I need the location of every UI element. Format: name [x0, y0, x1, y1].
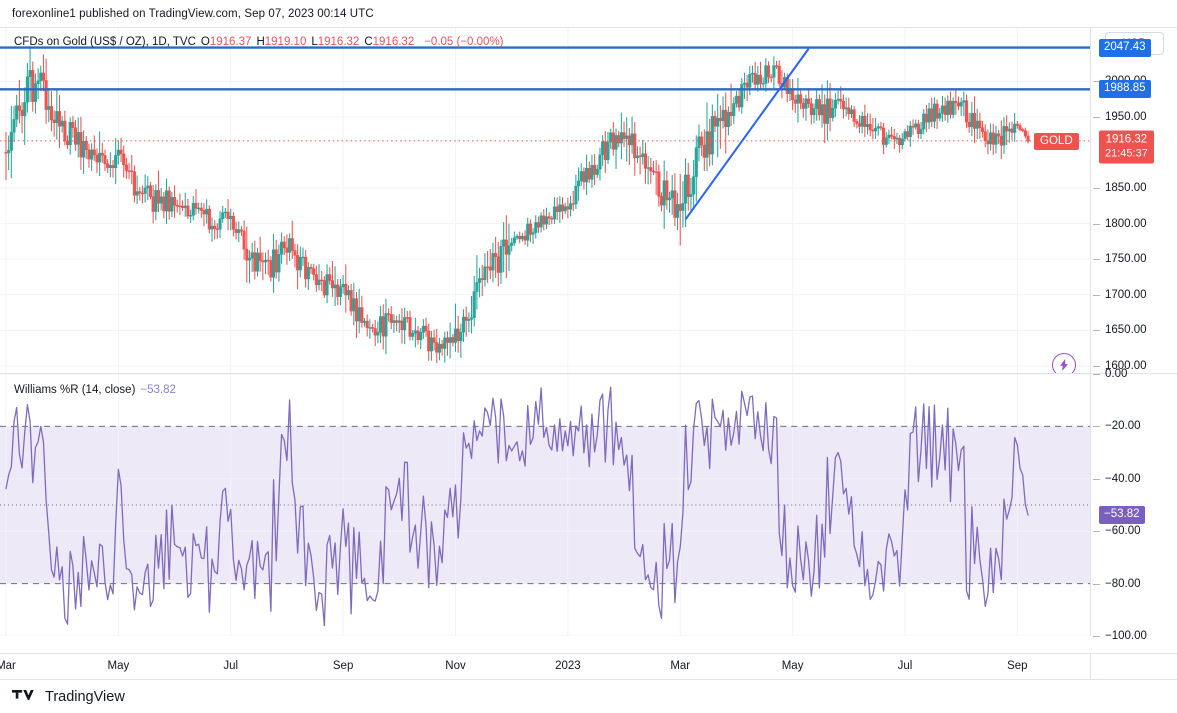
price-legend: CFDs on Gold (US$ / OZ), 1D, TVC O1916.37… — [14, 35, 504, 49]
williams-r-tick-label: −80.00 — [1091, 578, 1177, 590]
price-level-badge-1[interactable]: 2047.43 — [1099, 38, 1151, 57]
tradingview-mark-icon — [12, 690, 34, 701]
time-axis-label: Mar — [670, 660, 691, 672]
price-tick-label: 1600.00 — [1091, 360, 1177, 372]
legend-high-label: H — [256, 36, 265, 48]
time-axis-label: May — [781, 660, 804, 672]
williams-r-tick-label: 0.00 — [1091, 368, 1177, 380]
legend-close-value: 1916.32 — [372, 36, 415, 48]
price-pane: GOLD USD 2000.001950.001850.001800.00175… — [0, 28, 1177, 373]
time-axis[interactable]: Mar May Jul Sep Nov 2023 Mar May Jul Sep — [0, 653, 1177, 679]
williams-r-line-canvas — [0, 374, 1090, 636]
price-tick-label: 1750.00 — [1091, 253, 1177, 265]
williams-r-plot-area[interactable]: Williams %R (14, close) −53.82 — [0, 374, 1090, 636]
time-axis-label: Jul — [223, 660, 239, 672]
chart-panes: GOLD USD 2000.001950.001850.001800.00175… — [0, 28, 1177, 653]
tradingview-wordmark: TradingView — [45, 688, 125, 705]
time-axis-label: Sep — [1007, 660, 1028, 672]
williams-r-value: −53.82 — [140, 384, 176, 396]
time-axis-label: 2023 — [555, 660, 581, 672]
williams-r-scale[interactable]: 0.00 −20.00 −40.00 −60.00 −80.00 −100.00 −53.8… — [1090, 368, 1177, 642]
tradingview-logo[interactable]: TradingView — [12, 689, 125, 705]
legend-high-value: 1919.10 — [264, 36, 307, 48]
time-axis-label: Jul — [897, 660, 913, 672]
williams-r-tick-label: −20.00 — [1091, 420, 1177, 432]
price-tick-label: 1700.00 — [1091, 289, 1177, 301]
williams-r-legend: Williams %R (14, close) −53.82 — [14, 383, 176, 397]
time-axis-corner — [1090, 654, 1177, 679]
williams-r-tick-label: −40.00 — [1091, 473, 1177, 485]
price-candlestick-canvas — [0, 28, 1090, 373]
symbol-price-tag: GOLD — [1034, 132, 1079, 150]
legend-low-label: L — [311, 36, 318, 48]
williams-r-tick-label: −60.00 — [1091, 525, 1177, 537]
williams-r-title[interactable]: Williams %R (14, close) — [14, 384, 136, 396]
publish-info-bar: forexonline1 published on TradingView.co… — [0, 0, 1177, 27]
price-level-badge-2[interactable]: 1988.85 — [1099, 80, 1151, 99]
price-tick-label: 1950.00 — [1091, 111, 1177, 123]
chart-frame: GOLD USD 2000.001950.001850.001800.00175… — [0, 27, 1177, 679]
time-axis-label: Sep — [332, 660, 354, 672]
legend-symbol[interactable]: CFDs on Gold (US$ / OZ), 1D, TVC — [14, 36, 196, 48]
williams-r-value-badge[interactable]: −53.82 — [1099, 506, 1145, 524]
legend-close-label: C — [364, 36, 373, 48]
footer-bar: TradingView — [0, 679, 1177, 713]
price-tick-label: 1800.00 — [1091, 218, 1177, 230]
price-tick-label: 1650.00 — [1091, 324, 1177, 336]
price-plot-area[interactable]: GOLD — [0, 28, 1090, 373]
williams-r-tick-label: −100.00 — [1091, 630, 1177, 642]
lightning-bolt-icon[interactable] — [1052, 352, 1076, 373]
price-tick-label: 1850.00 — [1091, 182, 1177, 194]
last-price-badge[interactable]: 1916.32 21:45:37 — [1099, 130, 1154, 164]
price-scale[interactable]: USD 2000.001950.001850.001800.001750.001… — [1090, 28, 1177, 373]
time-axis-label: Mar — [0, 660, 16, 672]
legend-change-value: −0.05 (−0.00%) — [424, 36, 504, 48]
williams-r-pane: Williams %R (14, close) −53.82 0.00 −20.00… — [0, 368, 1177, 642]
publish-info-text: forexonline1 published on TradingView.co… — [12, 7, 374, 20]
legend-low-value: 1916.32 — [317, 36, 360, 48]
legend-open-label: O — [200, 36, 210, 48]
time-axis-label: May — [107, 660, 130, 672]
time-axis-label: Nov — [445, 660, 466, 672]
legend-open-value: 1916.37 — [209, 36, 252, 48]
